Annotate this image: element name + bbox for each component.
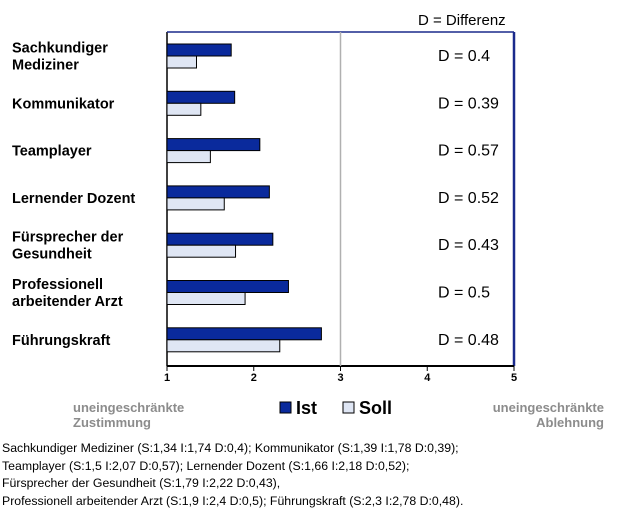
bar-soll	[166, 55, 197, 69]
category-label: Mediziner	[12, 58, 79, 74]
legend-soll-label: Soll	[359, 398, 392, 418]
axis-right-label-line1: uneingeschränkte	[493, 400, 604, 415]
category-label: Führungskraft	[12, 333, 110, 349]
bar-ist	[166, 185, 270, 199]
caption-line: Fürsprecher der Gesundheit (S:1,79 I:2,2…	[2, 476, 281, 490]
difference-label: D = 0.57	[438, 143, 499, 160]
bar-ist	[166, 327, 322, 341]
difference-title: D = Differenz	[418, 12, 506, 29]
bar-ist	[166, 90, 236, 104]
caption-line: Teamplayer (S:1,5 I:2,07 D:0,57); Lernen…	[2, 458, 410, 473]
difference-label: D = 0.4	[438, 48, 490, 65]
bar-soll	[166, 339, 281, 353]
legend-ist-label: Ist	[296, 398, 317, 418]
caption-line: Sachkundiger Mediziner (S:1,34 I:1,74 D:…	[2, 441, 459, 455]
x-tick-label: 3	[337, 372, 343, 384]
difference-label: D = 0.52	[438, 190, 499, 207]
category-label: Lernender Dozent	[12, 191, 135, 207]
legend-ist-swatch	[279, 401, 292, 414]
role-comparison-chart: D = Differenz 1 2 3 4 5 SachkundigerMedizine…	[12, 12, 604, 430]
axis-left-label-line1: uneingeschränkte	[73, 400, 184, 415]
bar-soll	[166, 150, 211, 164]
category-label: Teamplayer	[12, 144, 92, 160]
figure-caption: Sachkundiger Mediziner (S:1,34 I:1,74 D:…	[2, 440, 618, 510]
plot-area	[166, 31, 516, 367]
bar-ist	[166, 138, 261, 152]
difference-labels: D = 0.4 D = 0.39 D = 0.57 D = 0.52 D = 0.43 D…	[438, 48, 499, 349]
bar-soll	[166, 197, 225, 211]
x-tick-label: 5	[511, 372, 517, 384]
bar-ist	[166, 232, 274, 246]
bar-ist	[166, 280, 289, 293]
x-tick-label: 1	[164, 372, 170, 384]
legend-soll-swatch	[342, 401, 355, 414]
axis-left-label-line2: Zustimmung	[73, 415, 151, 430]
bar-soll	[166, 102, 202, 116]
difference-label: D = 0.5	[438, 285, 490, 302]
axis-right-label-line2: Ablehnung	[536, 415, 604, 430]
caption-line: Professionell arbeitender Arzt (S:1,9 I:…	[2, 493, 464, 508]
x-tick-label: 2	[251, 372, 257, 384]
category-label: arbeitender Arzt	[12, 294, 123, 310]
category-label: Gesundheit	[12, 247, 92, 263]
category-label: Sachkundiger	[12, 41, 108, 57]
category-label: Professionell	[12, 277, 103, 293]
difference-label: D = 0.48	[438, 332, 499, 349]
x-tick-label: 4	[424, 372, 431, 384]
legend: Ist Soll	[279, 398, 392, 418]
bar-soll	[166, 244, 237, 258]
difference-label: D = 0.43	[438, 237, 499, 254]
bar-ist	[166, 43, 232, 57]
x-axis-ticks: 1 2 3 4 5	[164, 366, 517, 384]
category-label: Fürsprecher der	[12, 230, 124, 246]
difference-label: D = 0.39	[438, 95, 499, 112]
bar-soll	[166, 292, 246, 305]
category-label: Kommunikator	[12, 96, 115, 112]
